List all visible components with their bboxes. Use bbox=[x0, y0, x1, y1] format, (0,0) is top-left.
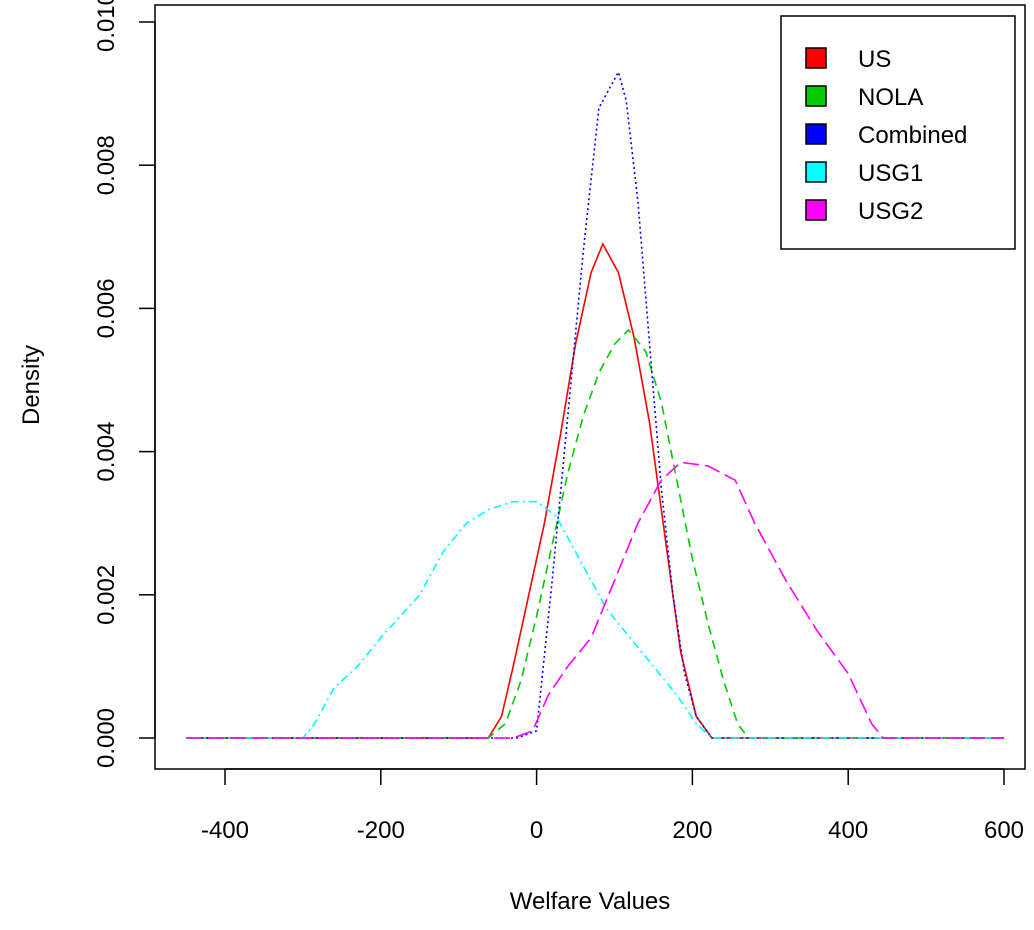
legend-label-usg1: USG1 bbox=[858, 160, 923, 187]
x-tick-label: 0 bbox=[530, 817, 543, 844]
legend-swatch-combined bbox=[805, 123, 827, 145]
legend-label-usg2: USG2 bbox=[858, 198, 923, 225]
x-tick-label: 200 bbox=[672, 817, 712, 844]
x-tick-label: -400 bbox=[201, 817, 249, 844]
y-axis: 0.000 0.002 0.004 0.006 0.008 0.010 bbox=[93, 0, 156, 768]
legend-swatch-usg2 bbox=[805, 199, 827, 221]
series-line-us bbox=[186, 242, 1004, 739]
series-line-usg2 bbox=[186, 461, 1004, 739]
legend-swatch-usg1 bbox=[805, 161, 827, 183]
legend-label-combined: Combined bbox=[858, 122, 967, 149]
y-tick-label: 0.010 bbox=[93, 0, 120, 52]
x-axis: -400 -200 0 200 400 600 bbox=[201, 768, 1024, 844]
x-tick-label: 400 bbox=[828, 817, 868, 844]
legend: US NOLA Combined USG1 USG2 bbox=[780, 15, 1016, 250]
series-line-combined bbox=[186, 69, 1004, 739]
x-tick-label: -200 bbox=[357, 817, 405, 844]
legend-swatch-us bbox=[805, 47, 827, 69]
y-tick-label: 0.000 bbox=[93, 708, 120, 768]
legend-swatch-nola bbox=[805, 85, 827, 107]
y-tick-label: 0.004 bbox=[93, 422, 120, 482]
y-axis-title: Density bbox=[18, 345, 45, 425]
y-tick-label: 0.002 bbox=[93, 565, 120, 625]
x-axis-title: Welfare Values bbox=[510, 888, 671, 915]
x-tick-label: 600 bbox=[984, 817, 1024, 844]
series-line-nola bbox=[186, 328, 1004, 739]
legend-label-us: US bbox=[858, 46, 891, 73]
series-line-usg1 bbox=[186, 500, 1004, 739]
series-layer bbox=[186, 69, 1004, 739]
legend-label-nola: NOLA bbox=[858, 84, 923, 111]
y-tick-label: 0.008 bbox=[93, 135, 120, 195]
y-tick-label: 0.006 bbox=[93, 278, 120, 338]
